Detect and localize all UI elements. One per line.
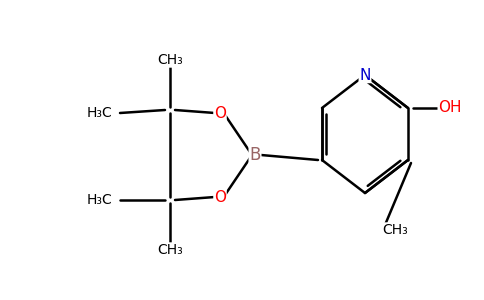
Text: H₃C: H₃C [87,193,113,207]
Text: N: N [359,68,371,82]
Text: O: O [214,190,226,205]
Text: B: B [249,146,261,164]
Text: CH₃: CH₃ [157,243,183,257]
Text: CH₃: CH₃ [157,53,183,67]
Text: H₃C: H₃C [87,106,113,120]
Text: OH: OH [438,100,462,116]
Text: O: O [214,106,226,121]
Text: CH₃: CH₃ [382,223,408,237]
